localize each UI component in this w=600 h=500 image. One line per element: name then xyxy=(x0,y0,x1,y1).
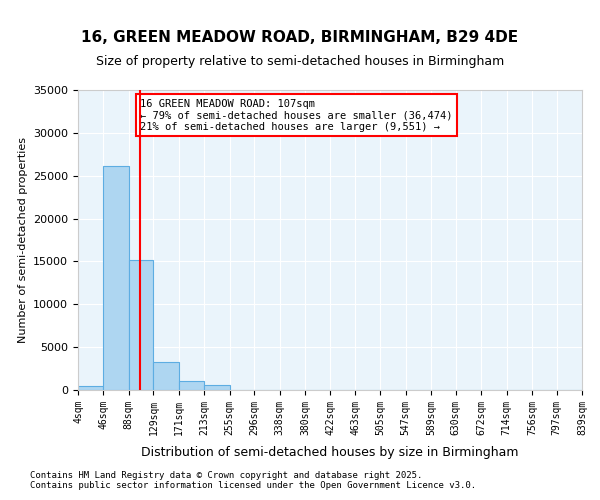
Bar xyxy=(129,260,154,390)
Text: 16, GREEN MEADOW ROAD, BIRMINGHAM, B29 4DE: 16, GREEN MEADOW ROAD, BIRMINGHAM, B29 4… xyxy=(82,30,518,45)
Bar xyxy=(154,362,179,390)
Bar xyxy=(103,166,129,390)
Bar xyxy=(179,380,204,390)
Text: 16 GREEN MEADOW ROAD: 107sqm
← 79% of semi-detached houses are smaller (36,474)
: 16 GREEN MEADOW ROAD: 107sqm ← 79% of se… xyxy=(140,98,452,132)
Text: Size of property relative to semi-detached houses in Birmingham: Size of property relative to semi-detach… xyxy=(96,55,504,68)
Text: Contains HM Land Registry data © Crown copyright and database right 2025.
Contai: Contains HM Land Registry data © Crown c… xyxy=(30,470,476,490)
Y-axis label: Number of semi-detached properties: Number of semi-detached properties xyxy=(17,137,28,343)
X-axis label: Distribution of semi-detached houses by size in Birmingham: Distribution of semi-detached houses by … xyxy=(141,446,519,459)
Bar xyxy=(204,385,230,390)
Bar xyxy=(78,386,103,390)
